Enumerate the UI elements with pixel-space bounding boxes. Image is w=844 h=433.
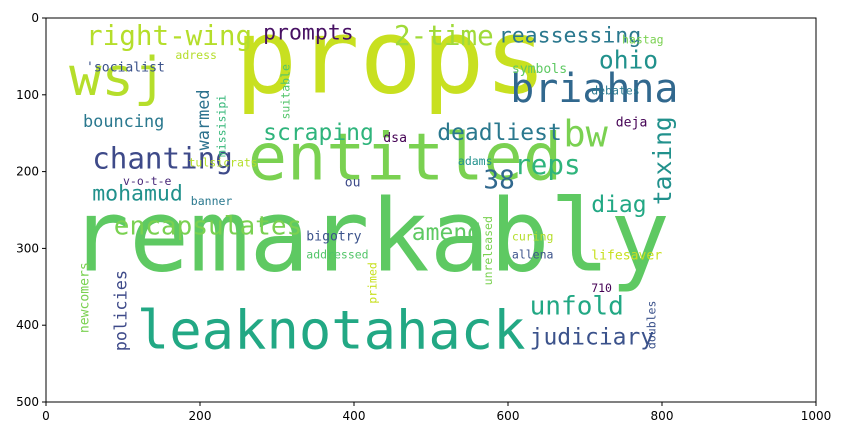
y-tick-label: 300	[16, 241, 39, 255]
y-axis: 0 100 200 300 400 500	[16, 11, 46, 409]
word-v-o-t-e: v-o-t-e	[123, 174, 172, 188]
word-socialist: 'socialist	[86, 60, 165, 75]
word-deja: deja	[616, 116, 648, 131]
word-chanting: chanting	[92, 142, 233, 176]
word-remarkably: remarkably	[69, 178, 670, 295]
word-ohio: ohio	[599, 46, 658, 75]
word-right-wing: right-wing	[86, 19, 252, 52]
word-symbols: symbols	[512, 62, 567, 77]
word-briahna: briahna	[510, 66, 678, 112]
word-doubles: doubles	[644, 301, 658, 349]
word-taxing: taxing	[648, 116, 677, 205]
word-banner: banner	[191, 194, 233, 208]
word-bw: bw	[563, 113, 608, 156]
word-38: 38	[483, 166, 514, 196]
y-tick-label: 0	[31, 11, 39, 25]
word-hastag: hastag	[622, 33, 664, 47]
word-encapsulates: encapsulates	[114, 212, 303, 242]
plot-frame	[45, 17, 817, 403]
word-lifesaver: lifesaver	[591, 248, 662, 263]
word-mohamud: mohamud	[92, 182, 183, 207]
word-addressed: addressed	[306, 248, 368, 262]
word-allena: allena	[512, 248, 554, 262]
y-tick-label: 100	[16, 88, 39, 102]
word-reassessing: reassessing	[499, 23, 641, 48]
word-judiciary: judiciary	[530, 324, 655, 350]
word-entitled: entitled	[248, 120, 563, 196]
y-tick-label: 500	[16, 395, 39, 409]
word-leaknotahack: leaknotahack	[137, 298, 526, 361]
x-tick-label: 400	[343, 409, 366, 423]
word-curing: curing	[512, 229, 554, 243]
word-missisipi: missisipi	[215, 95, 229, 157]
word-adams: adams	[458, 154, 493, 168]
word-suitable: suitable	[279, 64, 293, 119]
word-diag: diag	[591, 192, 646, 218]
word-tulsicrats: tulsicrats	[189, 156, 258, 170]
word-deadliest: deadliest	[437, 120, 562, 146]
x-tick-label: 600	[497, 409, 520, 423]
word-scraping: scraping	[263, 120, 374, 146]
word-wsj: wsj	[69, 45, 166, 108]
word-bigotry: bigotry	[306, 229, 361, 244]
y-tick-label: 200	[16, 165, 39, 179]
word-amend: amend	[412, 220, 481, 246]
x-tick-label: 800	[651, 409, 674, 423]
word-newcomers: newcomers	[78, 262, 93, 333]
word-bouncing: bouncing	[83, 111, 164, 131]
word-unfold: unfold	[530, 291, 624, 321]
word-unreleased: unreleased	[481, 216, 495, 285]
y-tick-label: 400	[16, 318, 39, 332]
word-primed: primed	[366, 262, 380, 304]
word-warmed: warmed	[193, 89, 213, 150]
x-tick-label: 200	[189, 409, 212, 423]
word-debates: debates	[591, 83, 639, 97]
x-tick-label: 1000	[801, 409, 832, 423]
word-reps: reps	[514, 148, 580, 181]
word-2-time: 2-time	[394, 19, 494, 52]
word-policies: policies	[111, 270, 131, 351]
word-props: props	[235, 0, 547, 118]
word-710: 710	[591, 281, 612, 295]
word-adress: adress	[175, 48, 217, 62]
x-tick-label: 0	[42, 409, 50, 423]
word-prompts: prompts	[263, 20, 354, 45]
word-ou: ou	[345, 175, 361, 190]
word-dsa: dsa	[383, 131, 407, 146]
x-axis: 0 200 400 600 800 1000	[42, 402, 831, 423]
